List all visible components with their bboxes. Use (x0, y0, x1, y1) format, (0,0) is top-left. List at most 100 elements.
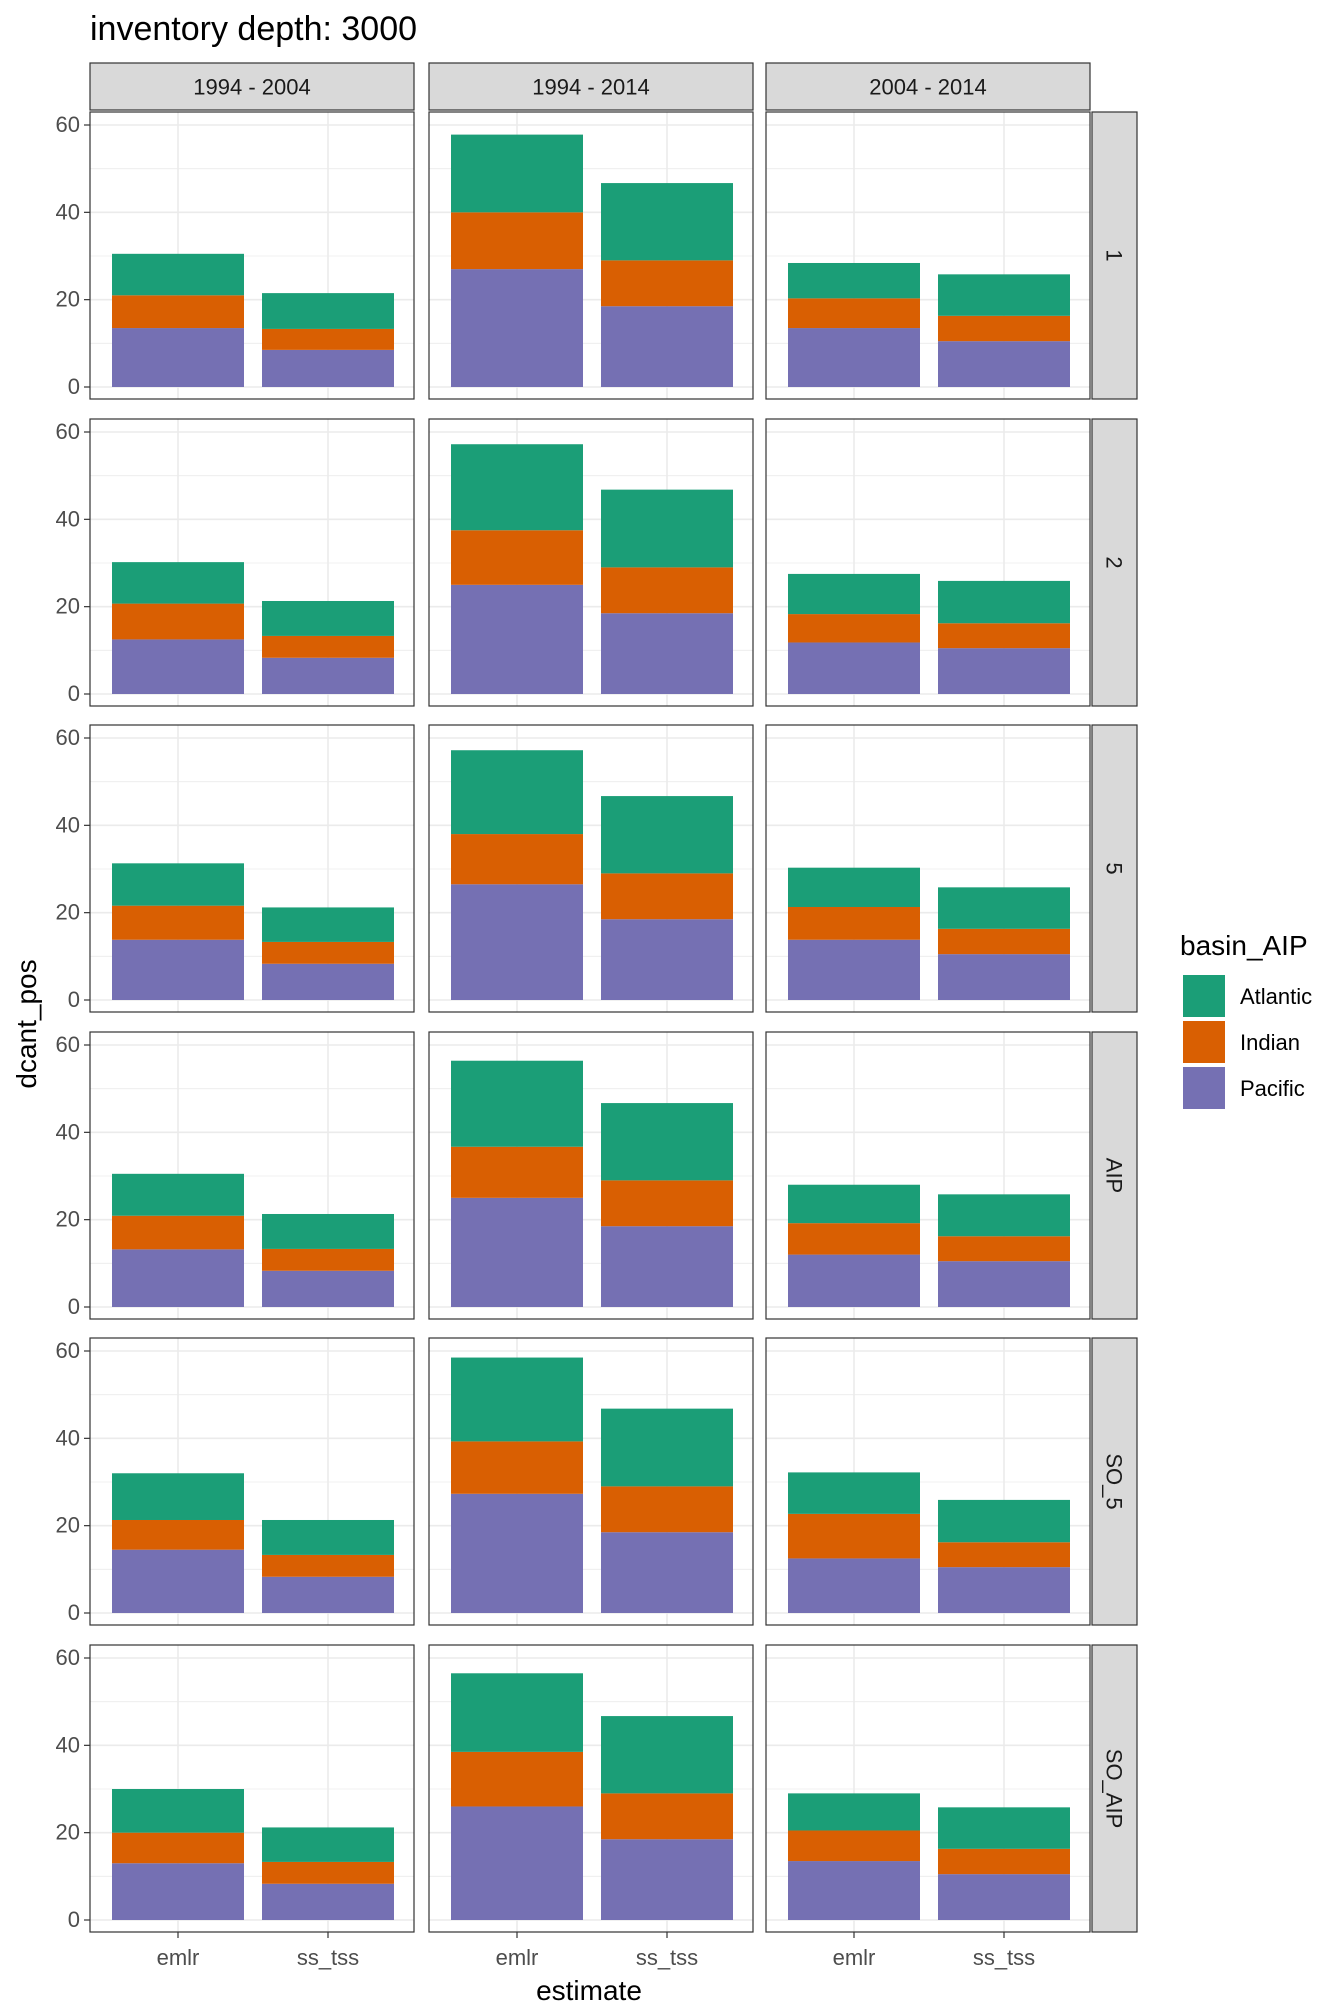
legend-swatch (1183, 1067, 1225, 1109)
bar-segment-atlantic (451, 444, 583, 531)
bar-segment-pacific (112, 1249, 244, 1307)
bar-segment-atlantic (262, 1519, 394, 1555)
bar-segment-indian (262, 1861, 394, 1884)
bar-segment-pacific (112, 1863, 244, 1920)
panel-border (89, 1644, 415, 1933)
col-strip-background (765, 62, 1091, 111)
col-strip-background (89, 62, 415, 111)
bar-segment-atlantic (938, 580, 1070, 624)
bar-segment-pacific (601, 919, 733, 1000)
legend-item: Atlantic (1183, 975, 1312, 1017)
panel (428, 1337, 754, 1626)
bar-segment-pacific (938, 954, 1070, 1000)
bar-segment-pacific (938, 1261, 1070, 1307)
bar-segment-pacific (601, 613, 733, 694)
bar-segment-atlantic (451, 750, 583, 835)
legend-item: Pacific (1183, 1067, 1305, 1109)
col-strip-label: 1994 - 2014 (532, 75, 649, 100)
y-tick-label: 0 (68, 1907, 80, 1932)
y-tick-label: 40 (56, 199, 80, 224)
row-strip: SO_5 (1091, 1337, 1138, 1626)
panel (765, 724, 1091, 1013)
y-axis: 0 20 40 60 (56, 112, 90, 399)
bar-segment-indian (451, 1146, 583, 1198)
bar-segment-indian (788, 298, 920, 329)
bar-segment-indian (788, 614, 920, 643)
legend-swatch (1183, 1021, 1225, 1063)
bar-segment-pacific (788, 642, 920, 694)
y-tick-label: 20 (56, 594, 80, 619)
bar-segment-indian (112, 295, 244, 329)
bar-segment-indian (262, 635, 394, 658)
bar-segment-atlantic (112, 863, 244, 906)
chart-title: inventory depth: 3000 (90, 10, 417, 48)
row-strip-background (1091, 1337, 1138, 1626)
col-strip-label: 2004 - 2014 (869, 75, 986, 100)
bar-segment-pacific (451, 884, 583, 1000)
bar-segment-indian (601, 1486, 733, 1533)
bar-segment-atlantic (601, 183, 733, 261)
bar-segment-atlantic (601, 1408, 733, 1487)
y-tick-label: 40 (56, 1425, 80, 1450)
legend-swatch (1183, 975, 1225, 1017)
bar-segment-atlantic (112, 1789, 244, 1833)
row-strip: 5 (1091, 724, 1138, 1013)
bar-segment-pacific (262, 1270, 394, 1307)
bar-segment-atlantic (788, 1184, 920, 1224)
bar-segment-pacific (451, 269, 583, 387)
y-tick-label: 0 (68, 681, 80, 706)
panel-border (428, 724, 754, 1013)
col-strip: 1994 - 2014 (428, 62, 754, 111)
y-tick-label: 60 (56, 1032, 80, 1057)
bar-segment-pacific (112, 1549, 244, 1613)
bar-segment-atlantic (601, 489, 733, 568)
y-tick-label: 60 (56, 112, 80, 137)
y-tick-label: 60 (56, 419, 80, 444)
bar-segment-atlantic (938, 1194, 1070, 1237)
bar-segment-atlantic (112, 562, 244, 604)
row-strip: SO_AIP (1091, 1644, 1138, 1933)
x-tick-label: emlr (157, 1945, 200, 1970)
panel (765, 418, 1091, 707)
y-axis: 0 20 40 60 (56, 725, 90, 1012)
bar-segment-pacific (601, 1532, 733, 1613)
bar-segment-atlantic (262, 907, 394, 942)
legend-title: basin_AIP (1180, 930, 1308, 961)
bar-segment-indian (112, 1832, 244, 1864)
panel (89, 111, 415, 400)
y-axis: 0 20 40 60 (56, 1032, 90, 1319)
bar-segment-pacific (112, 939, 244, 1000)
bar-segment-pacific (262, 349, 394, 387)
y-tick-label: 20 (56, 287, 80, 312)
bar-segment-indian (112, 1215, 244, 1250)
bar-segment-pacific (788, 328, 920, 387)
row-strip-background (1091, 1644, 1138, 1933)
bar-segment-indian (262, 328, 394, 350)
row-strip-label: SO_AIP (1102, 1749, 1127, 1828)
panel (428, 418, 754, 707)
x-tick-label: ss_tss (636, 1945, 698, 1970)
col-strip-label: 1994 - 2004 (193, 75, 310, 100)
bar-segment-atlantic (451, 134, 583, 213)
bar-segment-indian (938, 1542, 1070, 1568)
bar-segment-indian (262, 941, 394, 964)
panel (428, 1644, 754, 1938)
bar-segment-indian (938, 1236, 1070, 1262)
bar-segment-indian (112, 1519, 244, 1550)
bar-segment-pacific (451, 1493, 583, 1613)
panel-border (428, 418, 754, 707)
y-tick-label: 60 (56, 725, 80, 750)
bar-segment-indian (788, 1513, 920, 1559)
row-strip-label: 2 (1102, 556, 1127, 568)
bar-segment-pacific (788, 1861, 920, 1920)
bar-segment-atlantic (788, 573, 920, 615)
row-strip-background (1091, 1031, 1138, 1320)
panel-border (428, 1031, 754, 1320)
y-tick-label: 60 (56, 1338, 80, 1363)
panel-border (89, 1337, 415, 1626)
bar-segment-atlantic (938, 1499, 1070, 1543)
bar-segment-indian (112, 905, 244, 940)
panel-border (89, 724, 415, 1013)
y-tick-label: 20 (56, 1207, 80, 1232)
